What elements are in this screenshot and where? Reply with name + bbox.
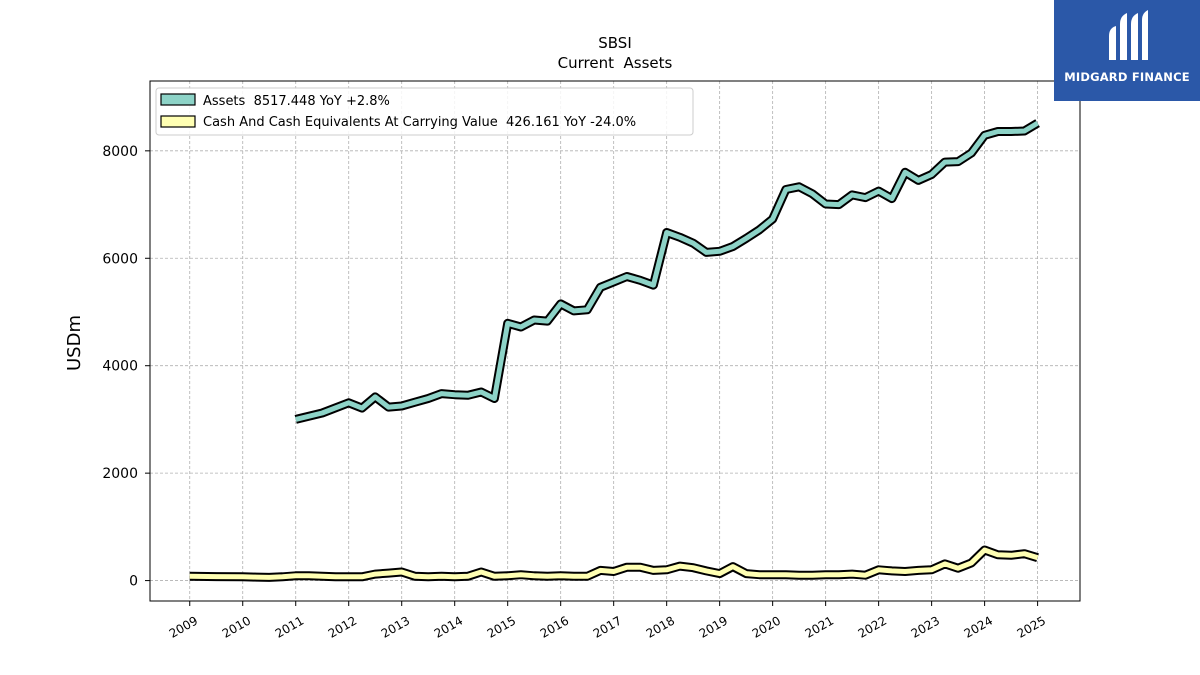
legend: Assets 8517.448 YoY +2.8% Cash And Cash …	[155, 87, 694, 136]
y-tick-label: 8000	[102, 144, 138, 160]
x-tick-label: 2015	[485, 613, 518, 640]
x-tick-label: 2021	[803, 613, 836, 640]
series-line-0	[295, 120, 1039, 422]
midgard-logo-icon	[1109, 10, 1148, 60]
x-tick-label: 2025	[1015, 613, 1048, 640]
x-tick-label: 2023	[909, 613, 942, 640]
y-axis-ticks: 0 2000 4000 6000 8000	[102, 144, 150, 590]
legend-box	[155, 87, 694, 136]
y-tick-label: 0	[129, 574, 138, 590]
y-tick-label: 2000	[102, 466, 138, 482]
series-layer	[189, 119, 1040, 582]
x-tick-label: 2012	[326, 613, 359, 640]
x-tick-label: 2024	[962, 613, 995, 640]
legend-swatch-assets	[160, 93, 196, 106]
x-tick-label: 2014	[432, 613, 465, 640]
y-tick-label: 4000	[102, 359, 138, 375]
plot-frame	[149, 80, 1081, 602]
x-tick-label: 2019	[697, 613, 730, 640]
brand-logo-text: MIDGARD FINANCE	[1064, 70, 1190, 84]
legend-label-assets: Assets 8517.448 YoY +2.8%	[203, 94, 390, 109]
y-axis-label: USDm	[64, 315, 85, 371]
legend-label-cash: Cash And Cash Equivalents At Carrying Va…	[203, 115, 636, 130]
series-line-1	[189, 547, 1039, 580]
y-tick-label: 6000	[102, 251, 138, 267]
legend-swatch-cash	[160, 115, 196, 128]
x-tick-label: 2010	[220, 613, 253, 640]
x-tick-label: 2022	[856, 613, 889, 640]
x-tick-label: 2018	[644, 613, 677, 640]
x-tick-label: 2009	[167, 613, 200, 640]
x-tick-label: 2020	[750, 613, 783, 640]
x-axis-ticks: 2009 2010 2011 2012 2013 2014 2015 2016 2017 2018…	[167, 601, 1048, 641]
chart-title: SBSI	[598, 34, 632, 52]
grid	[150, 81, 1080, 601]
x-tick-label: 2013	[379, 613, 412, 640]
x-tick-label: 2017	[591, 613, 624, 640]
x-tick-label: 2011	[273, 613, 306, 640]
x-tick-label: 2016	[538, 613, 571, 640]
brand-logo: MIDGARD FINANCE	[1054, 0, 1200, 101]
chart-subtitle: Current Assets	[558, 54, 673, 72]
